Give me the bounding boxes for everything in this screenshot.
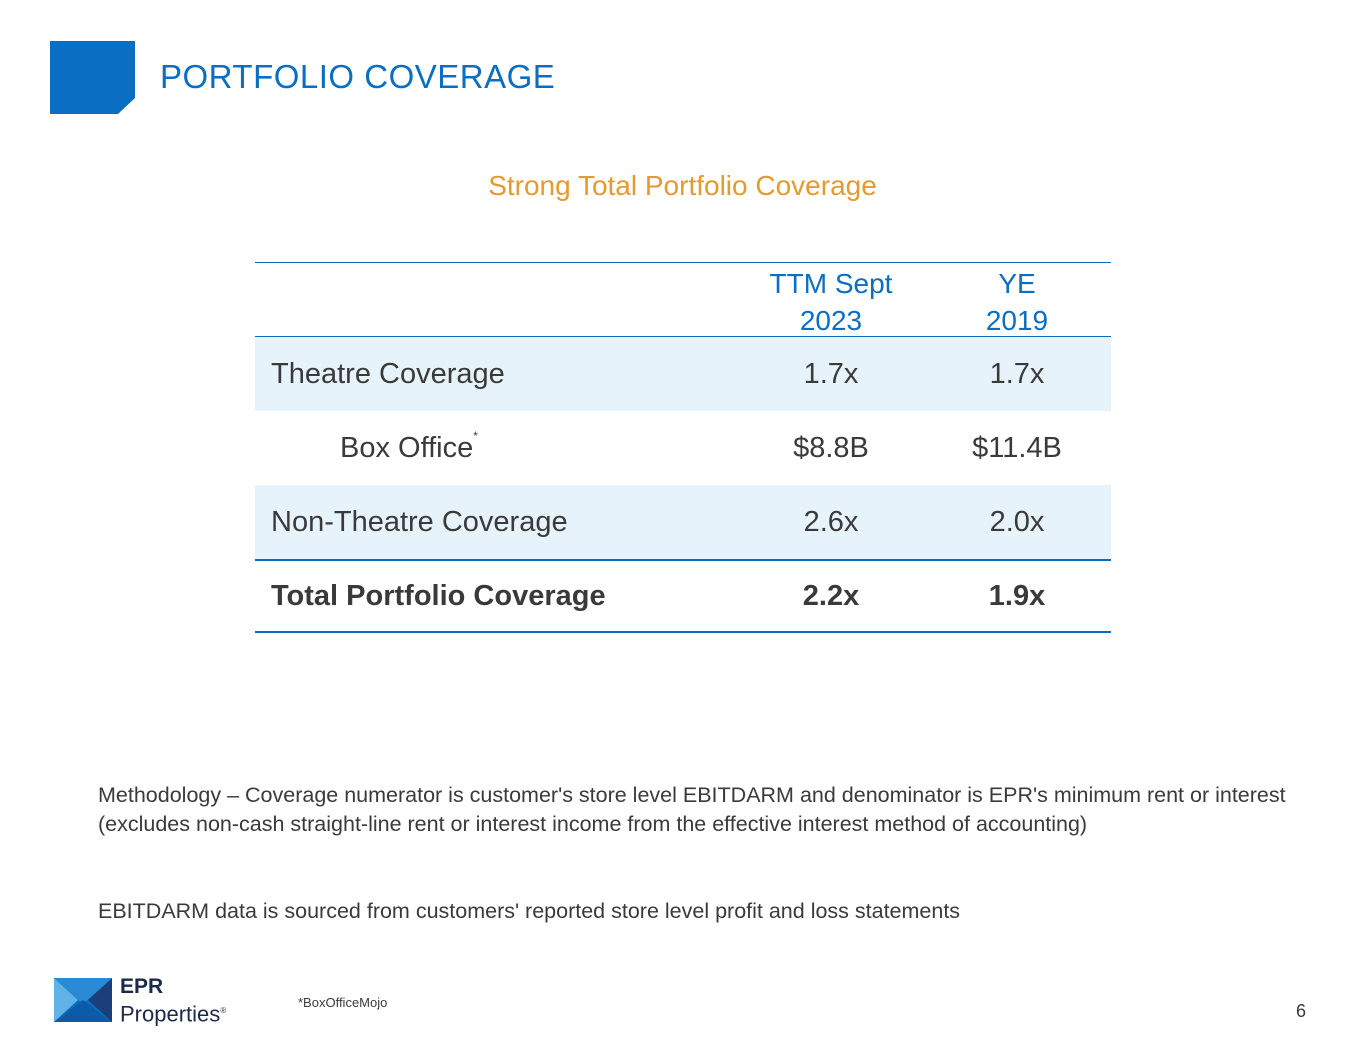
cell-value: $8.8B — [793, 431, 869, 464]
epr-logo-icon — [54, 978, 112, 1022]
table-header-row: TTM Sept 2023 YE 2019 — [255, 262, 1111, 337]
subtitle: Strong Total Portfolio Coverage — [488, 170, 877, 201]
logo-line2: Properties® — [120, 1001, 227, 1027]
row-label: Non-Theatre Coverage — [271, 505, 568, 538]
table-row-total: Total Portfolio Coverage 2.2x 1.9x — [255, 559, 1111, 633]
table-row: Non-Theatre Coverage 2.6x 2.0x — [255, 485, 1111, 559]
coverage-table: TTM Sept 2023 YE 2019 Theatre Coverage 1… — [255, 262, 1111, 633]
methodology-note: Methodology – Coverage numerator is cust… — [98, 783, 1286, 836]
cell-value: 1.9x — [988, 579, 1046, 612]
cell-value: $11.4B — [972, 431, 1062, 464]
page-title: PORTFOLIO COVERAGE — [160, 58, 556, 95]
cell-value: 1.7x — [803, 357, 859, 390]
cell-value: 2.6x — [803, 505, 859, 538]
footnote-mark: * — [473, 428, 478, 443]
table-row: Theatre Coverage 1.7x 1.7x — [255, 337, 1111, 411]
company-logo-text: EPR Properties® — [120, 975, 226, 1026]
title-accent-block — [50, 41, 135, 114]
cell-value: 2.0x — [989, 505, 1045, 538]
page-number: 6 — [1296, 1001, 1307, 1021]
column-header-ye: YE 2019 — [985, 268, 1049, 336]
source-note: EBITDARM data is sourced from customers'… — [98, 899, 961, 923]
row-label: Theatre Coverage — [271, 357, 505, 390]
logo-line1: EPR — [120, 975, 164, 998]
footnote-source: *BoxOfficeMojo — [298, 995, 388, 1010]
row-label: Total Portfolio Coverage — [271, 579, 606, 612]
table-row: Box Office* $8.8B $11.4B — [255, 411, 1111, 485]
cell-value: 1.7x — [989, 357, 1045, 390]
row-label: Box Office* — [340, 428, 478, 464]
column-header-ttm: TTM Sept 2023 — [769, 268, 893, 336]
cell-value: 2.2x — [802, 579, 860, 612]
